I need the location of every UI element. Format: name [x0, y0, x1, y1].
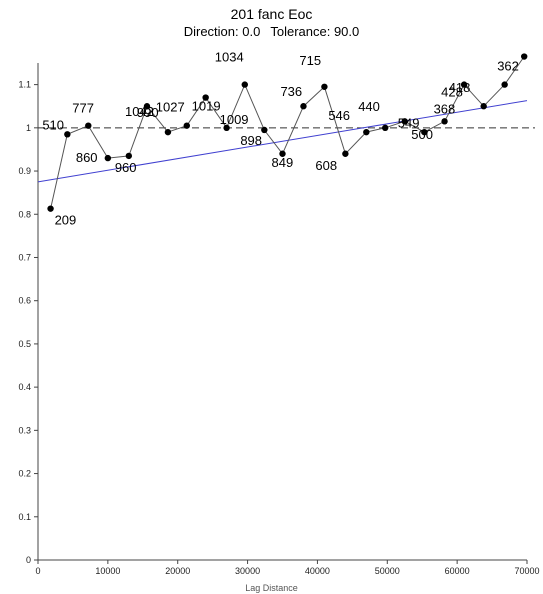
point-label: 608 — [315, 158, 337, 173]
tolerance-value: 90.0 — [333, 24, 360, 39]
point-label: 1027 — [156, 100, 185, 115]
data-point — [460, 81, 468, 88]
y-tick-label: 1 — [26, 123, 31, 133]
point-label: 736 — [280, 84, 302, 99]
point-label: 209 — [55, 213, 77, 228]
data-point — [183, 122, 190, 129]
direction-label: Direction: — [183, 24, 239, 39]
data-point — [143, 103, 151, 110]
x-tick-label: 60000 — [445, 566, 470, 576]
data-point — [480, 103, 487, 110]
point-label: 500 — [411, 127, 433, 142]
x-tick-label: 40000 — [305, 566, 330, 576]
data-point — [381, 124, 389, 132]
point-label: 510 — [42, 117, 64, 132]
data-point — [47, 205, 54, 212]
y-tick-label: 0 — [26, 555, 31, 565]
tolerance-label: Tolerance: — [270, 24, 331, 39]
data-point — [164, 128, 172, 136]
point-label: 990 — [137, 105, 159, 120]
x-tick-label: 70000 — [514, 566, 539, 576]
data-point — [261, 126, 268, 134]
point-label: 546 — [328, 108, 350, 123]
data-point — [441, 118, 448, 125]
y-tick-label: 0.7 — [18, 252, 31, 262]
point-label: 715 — [299, 53, 321, 68]
data-point — [501, 81, 508, 88]
point-label: 1019 — [192, 99, 221, 114]
trend-line — [37, 100, 528, 183]
chart-title: 201 fanc Eoc — [230, 6, 313, 22]
data-point — [321, 83, 328, 90]
data-point — [202, 94, 209, 101]
y-tick-label: 0.8 — [18, 209, 31, 219]
y-tick-label: 0.9 — [18, 166, 31, 176]
data-point — [104, 154, 112, 162]
x-axis-label: Lag Distance — [245, 583, 298, 593]
x-tick-label: 30000 — [235, 566, 260, 576]
point-label: 860 — [76, 150, 98, 165]
data-point — [85, 122, 92, 129]
point-label: 418 — [449, 80, 471, 95]
data-point — [125, 152, 133, 160]
y-tick-label: 1.1 — [18, 80, 31, 90]
direction-value: 0.0 — [242, 24, 261, 39]
data-point — [279, 150, 286, 157]
y-tick-label: 0.3 — [18, 425, 31, 435]
data-point — [342, 150, 349, 157]
point-label: 777 — [72, 101, 94, 116]
data-point — [521, 53, 528, 60]
x-tick-label: 10000 — [95, 566, 120, 576]
y-tick-label: 0.2 — [18, 469, 31, 479]
y-tick-label: 0.4 — [18, 382, 31, 392]
y-tick-label: 0.1 — [18, 512, 31, 522]
data-point — [300, 103, 307, 110]
data-point — [223, 124, 230, 132]
y-tick-label: 0.5 — [18, 339, 31, 349]
point-label: 960 — [115, 160, 137, 175]
point-label: 428 — [441, 85, 463, 100]
point-label: 1042 — [125, 104, 154, 119]
data-point — [363, 128, 370, 136]
x-tick-label: 0 — [35, 566, 40, 576]
chart-subtitle: Direction: 0.0 Tolerance: 90.0 — [0, 24, 543, 39]
data-point — [421, 128, 428, 136]
y-tick-label: 0.6 — [18, 296, 31, 306]
point-label: 549 — [398, 115, 420, 130]
point-label: 849 — [272, 155, 294, 170]
data-point — [64, 131, 71, 138]
point-label: 898 — [240, 133, 262, 148]
x-tick-label: 20000 — [165, 566, 190, 576]
point-label: 368 — [434, 101, 456, 116]
data-point — [241, 81, 248, 88]
x-tick-label: 50000 — [375, 566, 400, 576]
point-label: 440 — [358, 99, 380, 114]
data-point — [401, 118, 408, 125]
point-label: 362 — [497, 59, 519, 74]
point-label: 1034 — [215, 50, 244, 65]
point-label: 1009 — [220, 112, 249, 127]
